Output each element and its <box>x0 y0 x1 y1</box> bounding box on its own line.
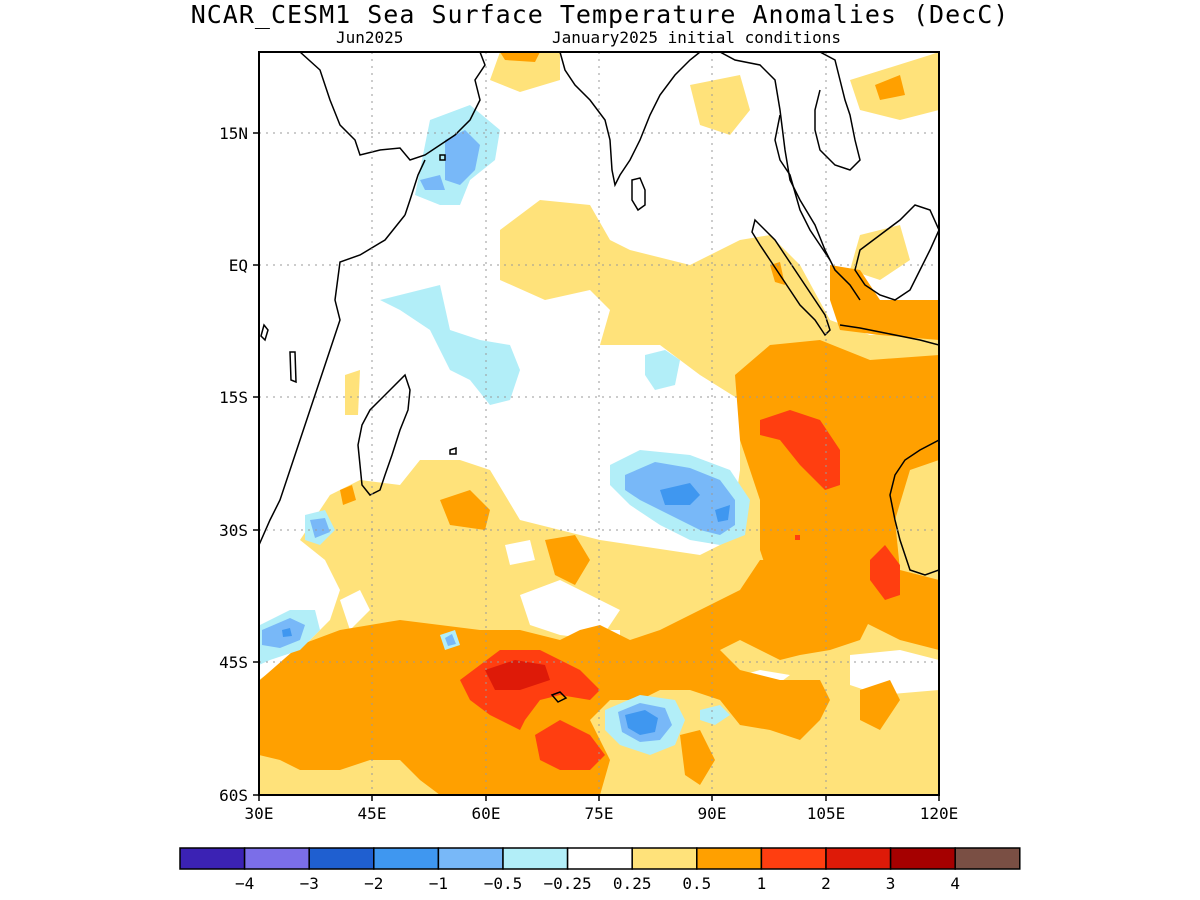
colorbar-label: −2 <box>364 874 383 893</box>
map-title: NCAR_CESM1 Sea Surface Temperature Anoma… <box>190 0 1010 29</box>
lon-label: 75E <box>585 804 614 823</box>
lat-label: EQ <box>229 256 248 275</box>
colorbar-swatch <box>760 847 827 870</box>
colorbar-swatch <box>243 847 310 870</box>
coastlines <box>259 52 939 703</box>
colorbar-label: 0.25 <box>613 874 652 893</box>
map-gridlines <box>259 52 939 795</box>
colorbar-swatch <box>373 847 440 870</box>
colorbar <box>179 847 1021 870</box>
lon-label: 30E <box>245 804 274 823</box>
colorbar-swatch <box>631 847 698 870</box>
lon-label: 45E <box>358 804 387 823</box>
longitude-labels: 30E 45E 60E 75E 90E 105E 120E <box>245 804 959 823</box>
initial-conditions: January2025 initial conditions <box>552 28 841 47</box>
lat-label: 30S <box>219 521 248 540</box>
colorbar-label: −0.25 <box>544 874 592 893</box>
colorbar-swatch <box>437 847 504 870</box>
lon-label: 120E <box>920 804 959 823</box>
latitude-labels: 15N EQ 15S 30S 45S 60S <box>219 124 248 805</box>
colorbar-swatch <box>954 847 1021 870</box>
colorbar-label: −3 <box>300 874 319 893</box>
colorbar-label: −1 <box>429 874 448 893</box>
colorbar-swatch <box>566 847 633 870</box>
lon-label: 105E <box>807 804 846 823</box>
colorbar-swatch <box>308 847 375 870</box>
colorbar-swatch <box>889 847 956 870</box>
colorbar-swatch <box>696 847 763 870</box>
colorbar-swatch <box>825 847 892 870</box>
colorbar-label: 3 <box>886 874 896 893</box>
colorbar-labels: −4 −3 −2 −1 −0.5 −0.25 0.25 0.5 1 2 3 4 <box>235 874 960 893</box>
colorbar-label: 2 <box>821 874 831 893</box>
lon-label: 60E <box>472 804 501 823</box>
lat-label: 15S <box>219 388 248 407</box>
axis-ticks <box>253 132 940 801</box>
sst-anomaly-field <box>259 52 939 795</box>
lat-label: 45S <box>219 653 248 672</box>
colorbar-swatch <box>502 847 569 870</box>
forecast-month: Jun2025 <box>336 28 404 47</box>
lat-label: 60S <box>219 786 248 805</box>
colorbar-label: 1 <box>757 874 767 893</box>
colorbar-label: 0.5 <box>682 874 711 893</box>
colorbar-label: −4 <box>235 874 254 893</box>
colorbar-label: 4 <box>950 874 960 893</box>
colorbar-swatch <box>179 847 246 870</box>
colorbar-label: −0.5 <box>484 874 523 893</box>
lon-label: 90E <box>698 804 727 823</box>
lat-label: 15N <box>219 124 248 143</box>
